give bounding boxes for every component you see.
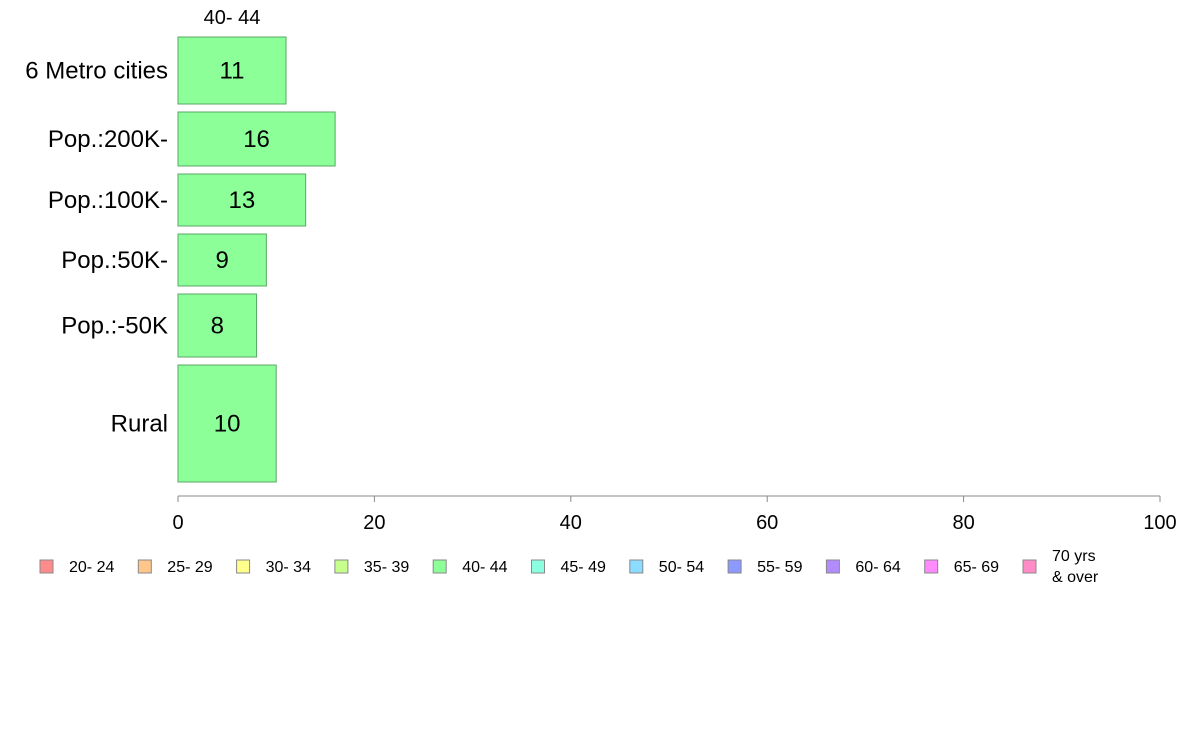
legend-label: 50- 54 [659,559,704,576]
legend-swatch [1022,559,1037,574]
category-label: Pop.:100K- [48,187,168,214]
category-label: Pop.:200K- [48,126,168,153]
bar-value-label: 11 [220,58,245,85]
bar-value-label: 13 [228,187,255,214]
legend: 20- 24 25- 29 30- 34 35- 39 40- 44 45- 49 50- … [39,548,1099,586]
category-label: 6 Metro cities [25,58,168,85]
legend-label: 20- 24 [69,559,114,576]
legend-label: 25- 29 [167,559,212,576]
legend-swatch [629,559,644,574]
x-tick-label: 40 [560,512,582,534]
category-label: Pop.:-50K [61,313,168,340]
category-label: Pop.:50K- [61,247,168,274]
bar-value-label: 9 [216,247,229,274]
bar [177,364,277,483]
x-tick-label: 20 [363,512,385,534]
bar [177,173,307,227]
bar-value-label: 16 [243,126,270,153]
legend-swatch [334,559,349,574]
legend-swatch [531,559,545,574]
bars-group: 11 6 Metro cities 16 Pop.:200K- 13 Pop.:100K-… [25,36,336,483]
x-tick-label: 60 [756,512,778,534]
series-header-label: 40- 44 [204,7,261,29]
bar [177,111,336,167]
legend-label: 35- 39 [364,559,409,576]
x-tick-label: 100 [1143,512,1176,534]
legend-swatch [236,559,251,574]
legend-swatch [432,559,447,574]
legend-label: 65- 69 [954,559,999,576]
bar-value-label: 8 [211,313,224,340]
legend-swatch [825,559,840,574]
bar [177,36,287,105]
x-axis: 0 20 40 60 80 100 [172,495,1177,534]
bar [177,293,258,358]
legend-label: 55- 59 [757,559,802,576]
bar [177,233,267,287]
legend-swatch [137,559,152,574]
legend-label: 40- 44 [462,559,507,576]
legend-label: 45- 49 [561,559,606,576]
legend-label: 70 yrs & over [1052,548,1099,586]
category-label: Rural [111,411,168,438]
x-tick-label: 80 [952,512,974,534]
legend-label: 30- 34 [266,559,311,576]
bar-value-label: 10 [214,411,241,438]
legend-label: 60- 64 [855,559,900,576]
legend-swatch [727,559,742,574]
x-tick-label: 0 [172,512,183,534]
legend-swatch [924,559,939,574]
legend-swatch [39,559,54,574]
